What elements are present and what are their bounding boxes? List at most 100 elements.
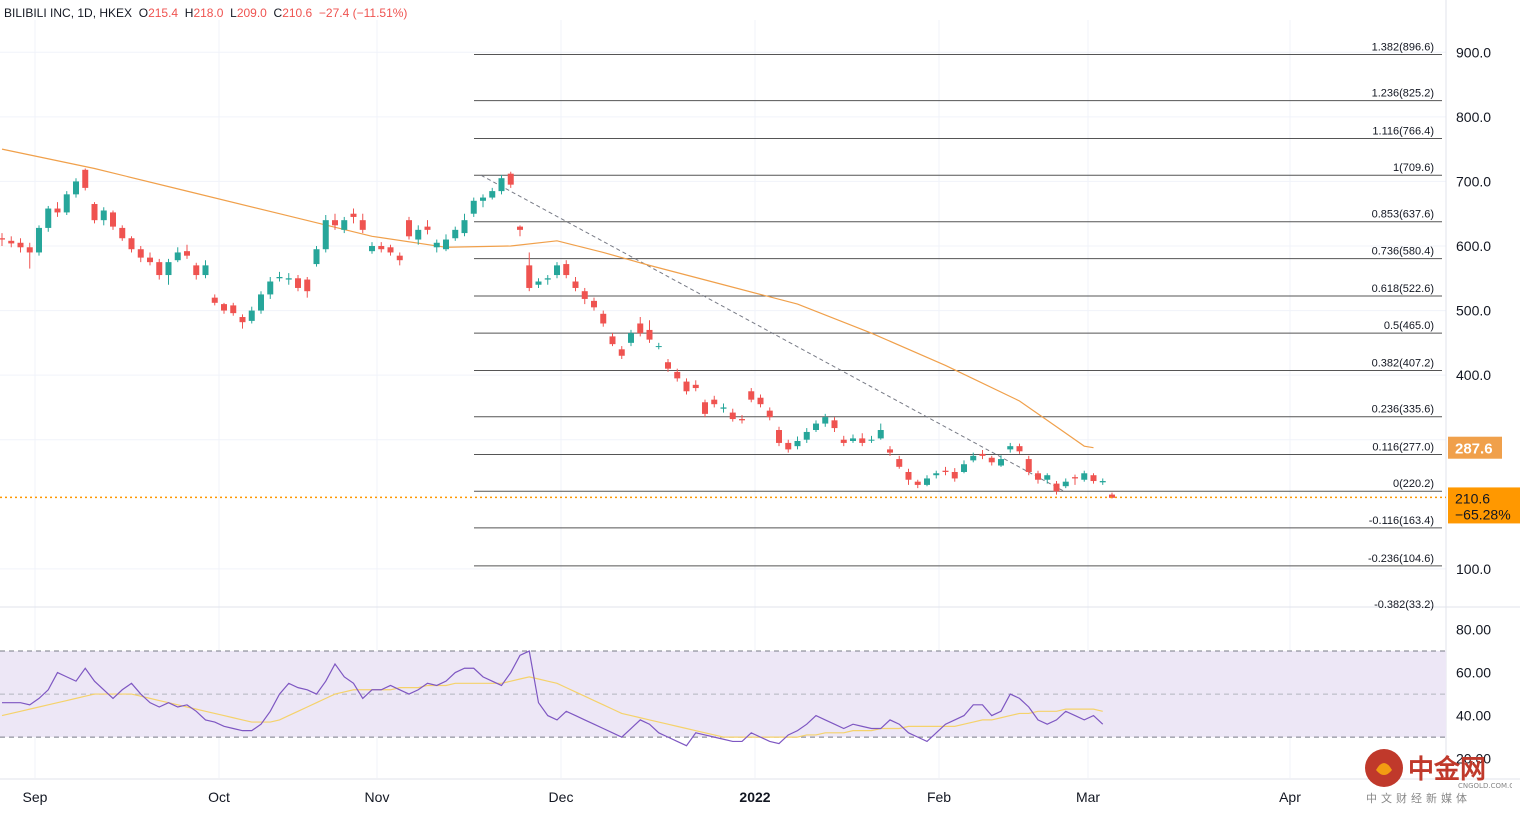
- candle-body: [193, 265, 200, 276]
- fib-level-label: 0.853(637.6): [1372, 209, 1434, 221]
- candle-body: [119, 227, 126, 239]
- svg-text:CNGOLD.COM.CN: CNGOLD.COM.CN: [1458, 782, 1512, 790]
- candle-body: [165, 262, 172, 276]
- price-tick-label: 600.0: [1456, 238, 1491, 254]
- chart-header: BILIBILI INC, 1D, HKEX O215.4 H218.0 L20…: [4, 6, 407, 20]
- candle-body: [988, 457, 995, 463]
- candle-body: [332, 220, 338, 226]
- fib-level-label: 0.382(407.2): [1372, 357, 1434, 369]
- candle-body: [285, 278, 292, 280]
- open-value: 215.4: [148, 6, 179, 20]
- candle-body: [461, 220, 468, 234]
- candle-body: [720, 407, 727, 409]
- candle-body: [757, 397, 764, 405]
- candle-body: [489, 191, 496, 198]
- candle-body: [359, 220, 366, 230]
- candle-body: [859, 438, 866, 443]
- candle-body: [572, 281, 579, 288]
- candle-body: [896, 459, 903, 467]
- candle-body: [1081, 473, 1088, 480]
- candle-body: [369, 245, 375, 252]
- candle-body: [1072, 477, 1078, 479]
- candle-body: [8, 240, 15, 244]
- candle-body: [221, 304, 227, 311]
- candle-body: [480, 197, 486, 201]
- time-tick-label: Mar: [1076, 789, 1100, 805]
- candle-body: [655, 346, 662, 348]
- candle-body: [378, 245, 385, 250]
- time-tick-label: Apr: [1279, 789, 1301, 805]
- candle-body: [813, 423, 819, 431]
- candle-body: [211, 297, 218, 303]
- price-tick-label: 400.0: [1456, 367, 1491, 383]
- candle-body: [831, 420, 838, 429]
- candle-body: [739, 419, 745, 421]
- fib-level-label: -0.116(163.4): [1369, 515, 1434, 527]
- svg-text:中文财经新媒体: 中文财经新媒体: [1366, 791, 1471, 805]
- moving-average-line: [1, 148, 1094, 449]
- candle-body: [147, 257, 153, 263]
- fib-level-label: 0.236(335.6): [1372, 404, 1434, 416]
- time-tick-label: Feb: [927, 789, 951, 805]
- candle-body: [979, 453, 986, 456]
- candle-body: [498, 178, 505, 192]
- candle-body: [54, 208, 61, 213]
- time-tick-label: Nov: [365, 789, 390, 805]
- cngold-logo: 中金网 CNGOLD.COM.CN 中文财经新媒体: [1365, 749, 1512, 805]
- price-tick-label: 500.0: [1456, 303, 1491, 319]
- candle-body: [110, 212, 116, 227]
- candle-body: [433, 242, 440, 248]
- candle-body: [1053, 483, 1060, 492]
- candle-body: [295, 278, 301, 288]
- time-tick-label: Dec: [549, 789, 574, 805]
- candle-body: [452, 229, 459, 239]
- close-value: 210.6: [282, 6, 313, 20]
- candle-body: [341, 220, 348, 230]
- candle-body: [1007, 446, 1014, 450]
- candle-body: [850, 438, 856, 441]
- price-tick-label: 700.0: [1456, 173, 1491, 189]
- candle-body: [887, 449, 893, 453]
- candle-body: [951, 471, 958, 479]
- candle-body: [665, 362, 671, 369]
- time-tick-label: Sep: [23, 789, 48, 805]
- candle-body: [322, 220, 329, 250]
- candle-body: [998, 459, 1004, 466]
- candle-body: [45, 208, 52, 228]
- candle-body: [100, 210, 107, 221]
- candle-body: [128, 238, 135, 250]
- candle-body: [877, 430, 884, 439]
- open-label: O: [138, 6, 149, 20]
- candle-body: [776, 430, 782, 443]
- candle-body: [563, 264, 570, 276]
- candle-body: [692, 384, 699, 389]
- candle-body: [424, 226, 431, 230]
- low-value: 209.0: [236, 6, 267, 20]
- candle-body: [924, 478, 930, 485]
- candle-body: [387, 247, 394, 253]
- candle-body: [785, 442, 792, 450]
- candle-body: [470, 200, 477, 214]
- candle-body: [396, 255, 403, 261]
- fib-trend-line: [480, 174, 1065, 492]
- candle-body: [933, 473, 940, 476]
- fib-level-label: 0.5(465.0): [1384, 320, 1434, 332]
- candle-body: [674, 371, 681, 379]
- time-tick-label: 2022: [739, 789, 770, 805]
- candle-body: [0, 238, 5, 240]
- fib-level-label: 1.382(896.6): [1372, 41, 1434, 53]
- candle-body: [868, 439, 875, 441]
- candle-body: [91, 204, 98, 221]
- candle-body: [914, 481, 921, 485]
- fib-level-label: 0.736(580.4): [1372, 246, 1434, 258]
- candle-body: [137, 249, 144, 258]
- symbol-label[interactable]: BILIBILI INC, 1D, HKEX: [4, 6, 133, 20]
- candle-body: [961, 464, 967, 472]
- candle-body: [766, 410, 773, 418]
- svg-text:中金网: 中金网: [1408, 754, 1486, 785]
- price-tick-label: 900.0: [1456, 44, 1491, 60]
- price-tick-label: 100.0: [1456, 561, 1491, 577]
- candle-body: [748, 391, 755, 400]
- low-label: L: [230, 6, 237, 20]
